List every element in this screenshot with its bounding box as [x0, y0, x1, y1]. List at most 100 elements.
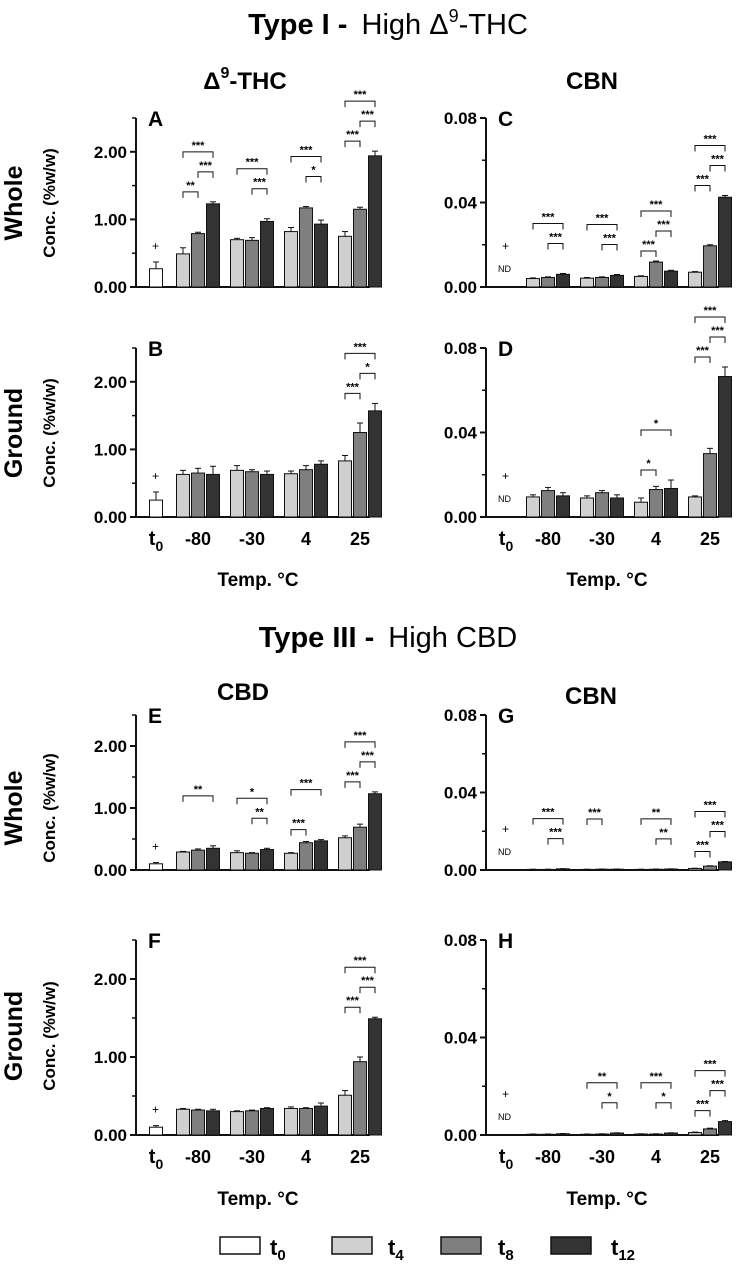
bar-F-4-1: [299, 1107, 313, 1136]
bar-A-4-2: [314, 223, 328, 288]
y-tick-label-H-0: 0.00: [444, 1126, 477, 1145]
sig-label-E-2: *: [250, 786, 255, 798]
sig-label-A-5: *: [311, 165, 316, 177]
bar-D--30-2: [610, 497, 624, 518]
y-tick-label-F-1: 1.00: [94, 1048, 127, 1067]
panel-letter-E: E: [148, 705, 162, 728]
y-tick-label-D-0: 0.00: [444, 508, 477, 527]
bar-E-25-1: [353, 826, 367, 871]
section1-title-tail: -THC: [459, 9, 528, 41]
sig-bracket-G-7: [694, 850, 711, 858]
panel-F: F0.001.002.00+*********t0 -80 -30 4 25: [94, 930, 382, 1172]
bar-B-4-0: [284, 473, 298, 518]
row-label-ground-2: Ground: [0, 991, 28, 1081]
bar-E-25-0: [338, 837, 352, 871]
bar-C--30-1: [595, 276, 609, 288]
bar-B-4-1: [299, 469, 313, 518]
bar-C--80-0: [526, 278, 540, 288]
panel-letter-B: B: [148, 338, 163, 361]
panel-letter-A: A: [148, 108, 163, 131]
sig-label-D-3: ***: [704, 305, 718, 317]
sig-bracket-E-4: [290, 829, 307, 836]
legend-swatch-t12: [550, 1236, 592, 1255]
bar-F--80-1: [191, 1109, 205, 1136]
sig-bracket-B-2: [344, 392, 361, 400]
sig-label-E-4: ***: [292, 818, 306, 830]
sig-label-H-2: *: [661, 1091, 666, 1103]
bar-D-4-2: [664, 487, 678, 518]
sig-label-G-5: ***: [711, 819, 725, 831]
bar-D-4-0: [634, 501, 648, 518]
t0-bar-E: [149, 863, 163, 871]
y-tick-label-E-1: 1.00: [94, 799, 127, 818]
section1-col2-title: CBN: [566, 68, 618, 95]
sig-bracket-G-3: [655, 838, 672, 845]
sig-bracket-A-5: [305, 176, 322, 183]
sig-label-G-3: **: [659, 827, 668, 839]
sig-label-H-1: **: [598, 1071, 607, 1083]
sig-bracket-C-1: [532, 222, 564, 230]
section2-title-bold: Type III -: [259, 622, 374, 654]
sig-bracket-C-7: [709, 165, 726, 172]
sig-bracket-A-1: [182, 151, 214, 158]
sig-bracket-F-2: [344, 1006, 361, 1014]
section1-title: Type I - High Δ9-THC: [248, 6, 528, 41]
x-label-t0-F: t0: [149, 1146, 164, 1172]
y-tick-label-A-0: 0.00: [94, 278, 127, 297]
legend-label-t8: t8: [498, 1235, 514, 1264]
y-tick-label-C-1: 0.04: [444, 194, 478, 213]
sig-bracket-H-4: [709, 1090, 726, 1097]
bar-E-4-2: [314, 840, 328, 871]
sig-label-C-1: ***: [542, 211, 556, 223]
x-label-t0-D: t0: [499, 528, 514, 554]
bar-E--80-0: [176, 851, 190, 871]
y-tick-label-G-2: 0.08: [444, 706, 477, 725]
sig-bracket-B-0: [359, 372, 376, 380]
bar-C--30-2: [610, 274, 624, 288]
bar-F-25-0: [338, 1094, 352, 1136]
sig-bracket-C-2: [601, 244, 618, 251]
sig-label-A-6: ***: [300, 145, 314, 157]
x-label-t0-sub-H: 0: [505, 1156, 513, 1172]
bar-A-4-1: [299, 207, 313, 288]
x-label-t0-main-D: t: [499, 528, 506, 550]
sig-label-H-6: ***: [696, 1099, 710, 1111]
bar-D--80-1: [541, 490, 555, 518]
bar-A--80-1: [191, 233, 205, 288]
bar-D-25-0: [688, 496, 702, 518]
sig-label-A-7: ***: [361, 109, 375, 121]
sig-bracket-C-4: [655, 230, 672, 238]
x-label-D-25: 25: [700, 529, 720, 549]
panel-letter-C: C: [498, 108, 513, 131]
t0-nd-G: ND: [498, 847, 511, 857]
bar-F-4-2: [314, 1105, 328, 1136]
y-tick-label-B-2: 2.00: [94, 373, 127, 392]
bar-F-25-2: [368, 1018, 382, 1136]
sig-label-D-0: *: [654, 418, 659, 430]
x-label-t0-sub-F: 0: [155, 1156, 163, 1172]
sig-label-H-0: *: [607, 1091, 612, 1103]
section2-title: Type III - High CBD: [259, 622, 517, 654]
sig-label-A-1: ***: [192, 140, 206, 152]
bar-C-4-0: [634, 275, 648, 288]
x-label-H--80: -80: [535, 1147, 561, 1167]
sig-label-H-3: ***: [650, 1071, 664, 1083]
y-tick-label-G-0: 0.00: [444, 861, 477, 880]
t0-nd-H: ND: [498, 1112, 511, 1122]
bar-E-4-0: [284, 852, 298, 871]
sig-label-G-2: ***: [588, 807, 602, 819]
section1-title-rest: High Δ: [362, 9, 449, 41]
sig-label-A-3: ***: [253, 177, 267, 189]
bar-F-4-0: [284, 1107, 298, 1136]
sig-bracket-H-1: [586, 1082, 618, 1089]
bar-E--30-0: [230, 852, 244, 871]
x-label-t0-H: t0: [499, 1146, 514, 1172]
bar-B--30-2: [260, 473, 274, 518]
bar-A--30-0: [230, 239, 244, 288]
sig-label-F-2: ***: [346, 995, 360, 1007]
xlabel-H: Temp. °C: [566, 1189, 647, 1210]
sig-bracket-E-5: [359, 761, 376, 768]
x-label-t0-B: t0: [149, 528, 164, 554]
bar-A--30-1: [245, 239, 259, 288]
